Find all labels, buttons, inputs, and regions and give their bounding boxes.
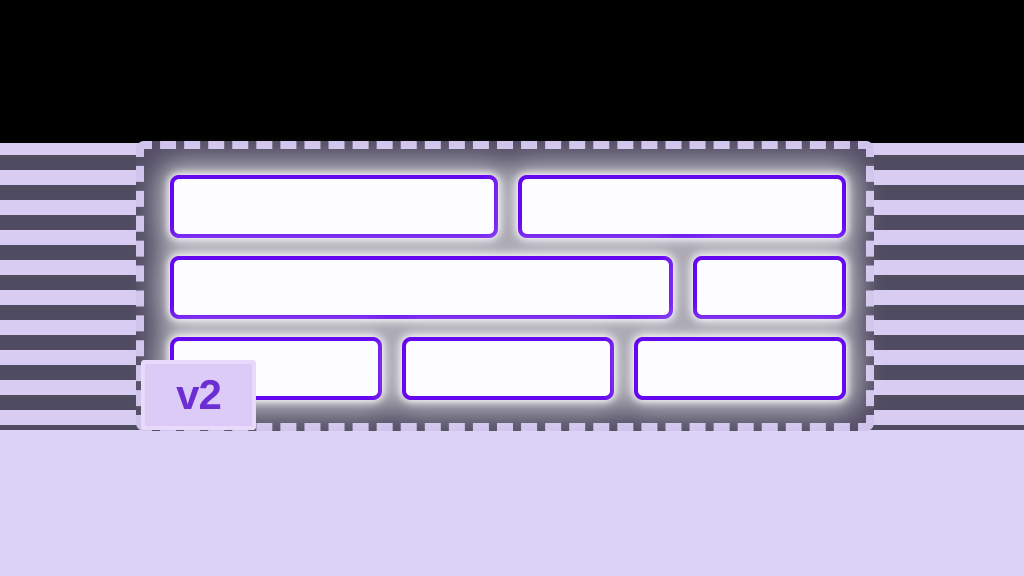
version-badge: v2 xyxy=(141,360,256,430)
wireframe-box xyxy=(634,337,846,400)
black-band xyxy=(0,0,1024,143)
wireframe-box xyxy=(402,337,614,400)
wireframe-row xyxy=(170,337,846,400)
wireframe-box xyxy=(170,256,673,319)
wireframe-box xyxy=(518,175,846,238)
wireframe-box xyxy=(170,175,498,238)
solid-lavender-background xyxy=(0,430,1024,576)
wireframe-row xyxy=(170,175,846,238)
wireframe-box xyxy=(692,256,846,319)
version-badge-label: v2 xyxy=(176,371,222,418)
wireframe-row xyxy=(170,256,846,319)
wireframe-panel xyxy=(136,141,874,431)
